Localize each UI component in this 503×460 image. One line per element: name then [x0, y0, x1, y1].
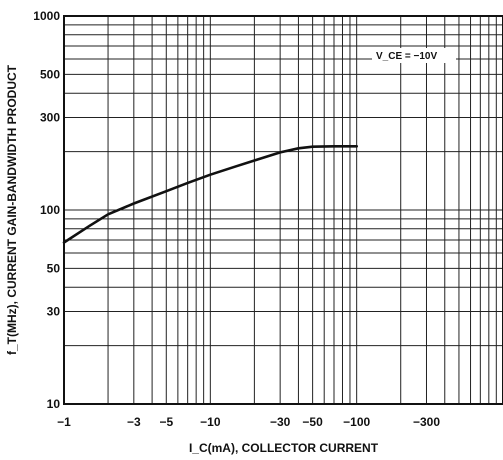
x-tick-label: −100	[343, 415, 370, 429]
x-tick-label: −3	[127, 415, 141, 429]
y-axis-title: f_T(MHz), CURRENT GAIN-BANDWIDTH PRODUCT	[5, 64, 19, 355]
vce-annotation: V_CE = −10V	[372, 48, 456, 63]
x-tick-label: −300	[413, 415, 440, 429]
y-tick-label: 30	[47, 304, 61, 318]
grid	[64, 16, 503, 404]
y-tick-label: 50	[47, 261, 61, 275]
series-layer	[62, 145, 358, 244]
y-tick-label: 1000	[33, 9, 60, 23]
vce-annotation-text: V_CE = −10V	[376, 51, 437, 62]
x-axis-ticks: −1 −3 −5 −10 −30 −50 −100 −300	[57, 415, 440, 429]
x-tick-label: −50	[302, 415, 323, 429]
y-tick-label: 10	[47, 397, 61, 411]
y-tick-label: 500	[40, 67, 60, 81]
x-tick-label: −5	[159, 415, 173, 429]
y-axis-ticks: 10 30 50 100 300 500 1000	[33, 9, 60, 411]
y-tick-label: 300	[40, 110, 60, 124]
series-line	[62, 145, 358, 244]
y-tick-label: 100	[40, 203, 60, 217]
x-axis-title: I_C(mA), COLLECTOR CURRENT	[189, 441, 379, 455]
x-tick-label: −30	[270, 415, 291, 429]
x-tick-label: −1	[57, 415, 71, 429]
plot-frame	[63, 15, 503, 405]
x-tick-label: −10	[200, 415, 221, 429]
